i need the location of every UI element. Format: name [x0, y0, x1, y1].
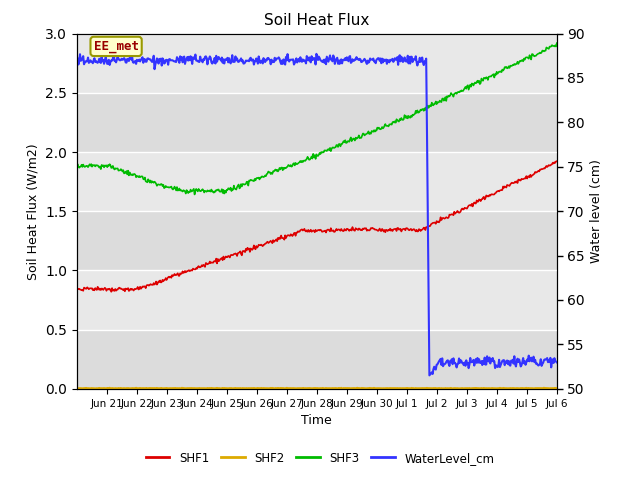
SHF1	[73, 286, 81, 292]
SHF2	[435, 385, 443, 391]
WaterLevel_cm	[426, 372, 433, 378]
WaterLevel_cm	[394, 62, 402, 68]
SHF1	[159, 277, 166, 283]
SHF1	[291, 230, 299, 236]
X-axis label: Time: Time	[301, 414, 332, 427]
SHF1	[435, 219, 443, 225]
WaterLevel_cm	[356, 57, 364, 62]
Bar	[77, 152, 557, 211]
SHF2	[553, 385, 561, 391]
Y-axis label: Water level (cm): Water level (cm)	[590, 159, 604, 263]
Text: EE_met: EE_met	[93, 40, 139, 53]
Bar	[77, 270, 557, 330]
SHF1	[553, 158, 561, 164]
SHF2	[73, 385, 81, 391]
Bar	[77, 93, 557, 152]
WaterLevel_cm	[553, 360, 561, 365]
SHF2	[291, 385, 299, 391]
SHF3	[553, 40, 561, 46]
SHF1	[394, 225, 402, 231]
WaterLevel_cm	[159, 56, 166, 61]
SHF2	[92, 385, 99, 391]
SHF1	[356, 227, 364, 233]
SHF2	[197, 385, 205, 391]
Line: SHF3: SHF3	[77, 43, 557, 194]
SHF3	[291, 163, 299, 168]
SHF2	[159, 385, 166, 391]
WaterLevel_cm	[291, 60, 299, 66]
SHF3	[197, 188, 205, 194]
SHF3	[356, 135, 364, 141]
WaterLevel_cm	[436, 357, 444, 363]
SHF3	[191, 192, 198, 197]
SHF1	[108, 289, 115, 295]
WaterLevel_cm	[110, 49, 118, 55]
SHF3	[435, 99, 443, 105]
SHF2	[394, 385, 402, 391]
SHF3	[394, 118, 402, 124]
Bar	[77, 34, 557, 93]
Line: WaterLevel_cm: WaterLevel_cm	[77, 52, 557, 375]
SHF2	[356, 385, 364, 391]
SHF3	[73, 164, 81, 169]
Y-axis label: Soil Heat Flux (W/m2): Soil Heat Flux (W/m2)	[26, 143, 40, 279]
Legend: SHF1, SHF2, SHF3, WaterLevel_cm: SHF1, SHF2, SHF3, WaterLevel_cm	[141, 447, 499, 469]
WaterLevel_cm	[73, 59, 81, 64]
Bar	[77, 330, 557, 389]
Title: Soil Heat Flux: Soil Heat Flux	[264, 13, 369, 28]
Bar	[77, 211, 557, 270]
Line: SHF1: SHF1	[77, 161, 557, 292]
WaterLevel_cm	[197, 58, 205, 63]
SHF3	[158, 181, 166, 187]
SHF2	[540, 385, 548, 391]
SHF1	[197, 264, 205, 270]
